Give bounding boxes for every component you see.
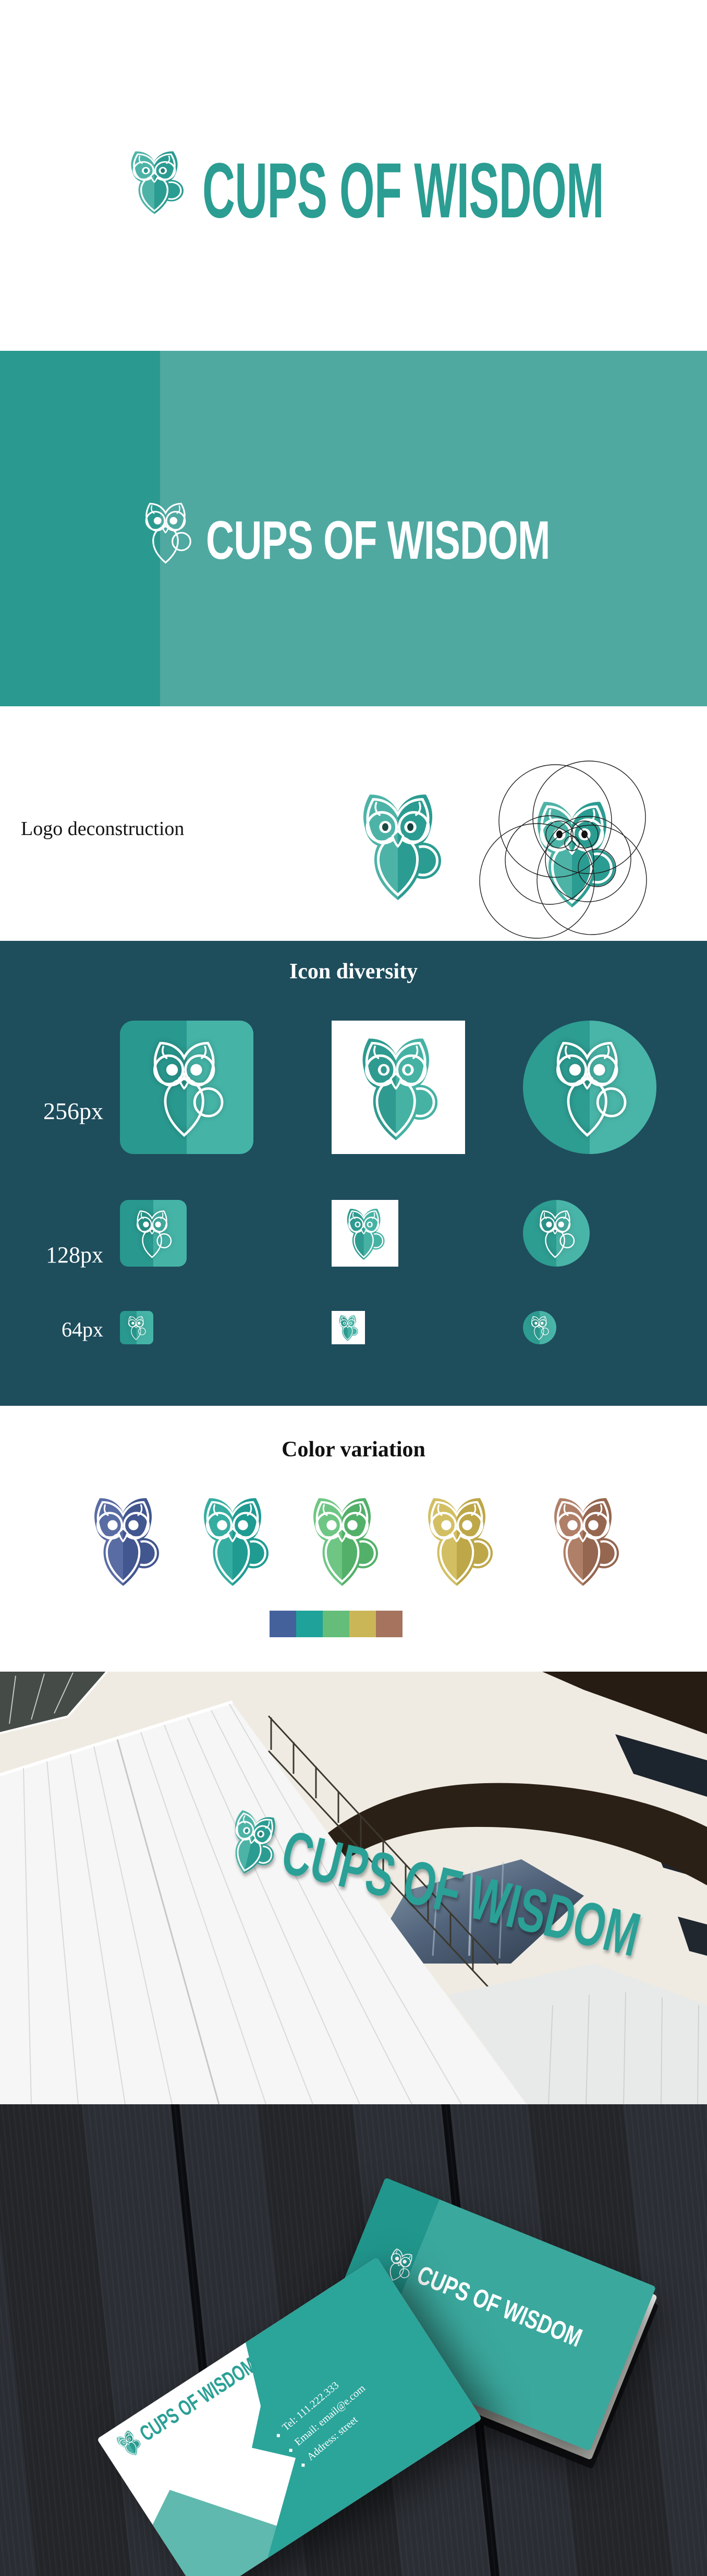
size-label-128: 128px bbox=[46, 1242, 103, 1268]
palette-swatch-brown bbox=[376, 1611, 403, 1637]
business-card-front: CUPS OF WISDOM ◆ Tel: 111.222.333 ◆ Emai… bbox=[96, 2257, 482, 2576]
owl-plain-icon bbox=[355, 788, 441, 902]
palette-swatch-green bbox=[323, 1611, 349, 1637]
owl-outline-icon bbox=[126, 1314, 147, 1342]
owl-filled-icon bbox=[343, 1206, 385, 1261]
owl-outline-icon bbox=[545, 1033, 629, 1143]
card-front-shapes bbox=[152, 2257, 482, 2576]
palette-swatch-blue bbox=[270, 1611, 296, 1637]
icon-tile-rounded-64 bbox=[120, 1311, 153, 1344]
building-photo: CUPS OF WISDOM bbox=[0, 1672, 707, 2104]
brand-wordmark: CUPS OF WISDOM bbox=[202, 146, 604, 234]
card-back-brand: CUPS OF WISDOM bbox=[413, 2260, 587, 2353]
band-light-block bbox=[160, 351, 707, 706]
owl-filled-icon bbox=[337, 1314, 358, 1342]
owl-outline-icon bbox=[131, 1206, 173, 1261]
owl-outline-icon bbox=[142, 1033, 226, 1143]
deconstruction-label: Logo deconstruction bbox=[21, 818, 185, 840]
palette-swatch-gold bbox=[349, 1611, 376, 1637]
icon-tile-white-128 bbox=[332, 1200, 398, 1267]
icon-tile-white-256 bbox=[332, 1021, 465, 1154]
construction-circles bbox=[479, 760, 647, 939]
icon-diversity-section: Icon diversity 256px 128px bbox=[0, 941, 707, 1406]
icon-tile-white-64 bbox=[332, 1311, 365, 1344]
color-variation-title: Color variation bbox=[282, 1438, 425, 1462]
icon-diversity-title: Icon diversity bbox=[289, 960, 418, 984]
owl-logo-icon bbox=[125, 148, 184, 215]
owl-variant-green bbox=[306, 1493, 378, 1588]
owl-logo-outline-icon bbox=[138, 497, 193, 567]
owl-outline-icon bbox=[529, 1314, 550, 1342]
owl-outline-icon bbox=[534, 1206, 576, 1261]
glass-facade bbox=[0, 1703, 527, 2104]
icon-tile-rounded-256 bbox=[120, 1021, 253, 1154]
icon-tile-circle-256 bbox=[523, 1021, 656, 1154]
icon-tile-rounded-128 bbox=[120, 1200, 187, 1267]
owl-variant-brown bbox=[547, 1493, 619, 1588]
icon-tile-circle-128 bbox=[523, 1200, 590, 1267]
brand-color-band-section: CUPS OF WISDOM bbox=[0, 351, 707, 706]
hero-section: CUPS OF WISDOM bbox=[0, 0, 707, 351]
owl-variant-blue bbox=[87, 1493, 159, 1588]
band-dark-block bbox=[0, 351, 160, 706]
logo-deconstruction-section: Logo deconstruction bbox=[0, 706, 707, 941]
size-label-64: 64px bbox=[62, 1318, 103, 1341]
owl-variant-teal bbox=[197, 1493, 269, 1588]
size-label-256: 256px bbox=[43, 1098, 103, 1124]
building-signage-mockup: CUPS OF WISDOM bbox=[0, 1672, 707, 2104]
owl-variant-gold bbox=[421, 1493, 493, 1588]
icon-tile-circle-64 bbox=[523, 1311, 556, 1344]
owl-filled-icon bbox=[354, 1033, 437, 1143]
palette-swatch-teal bbox=[296, 1611, 323, 1637]
brand-wordmark-white: CUPS OF WISDOM bbox=[206, 510, 550, 571]
business-card-mockup-section: CUPS OF WISDOM CUPS OF WISDOM ◆ Tel: 111… bbox=[0, 2104, 707, 2576]
stair-railing bbox=[267, 1715, 499, 1998]
